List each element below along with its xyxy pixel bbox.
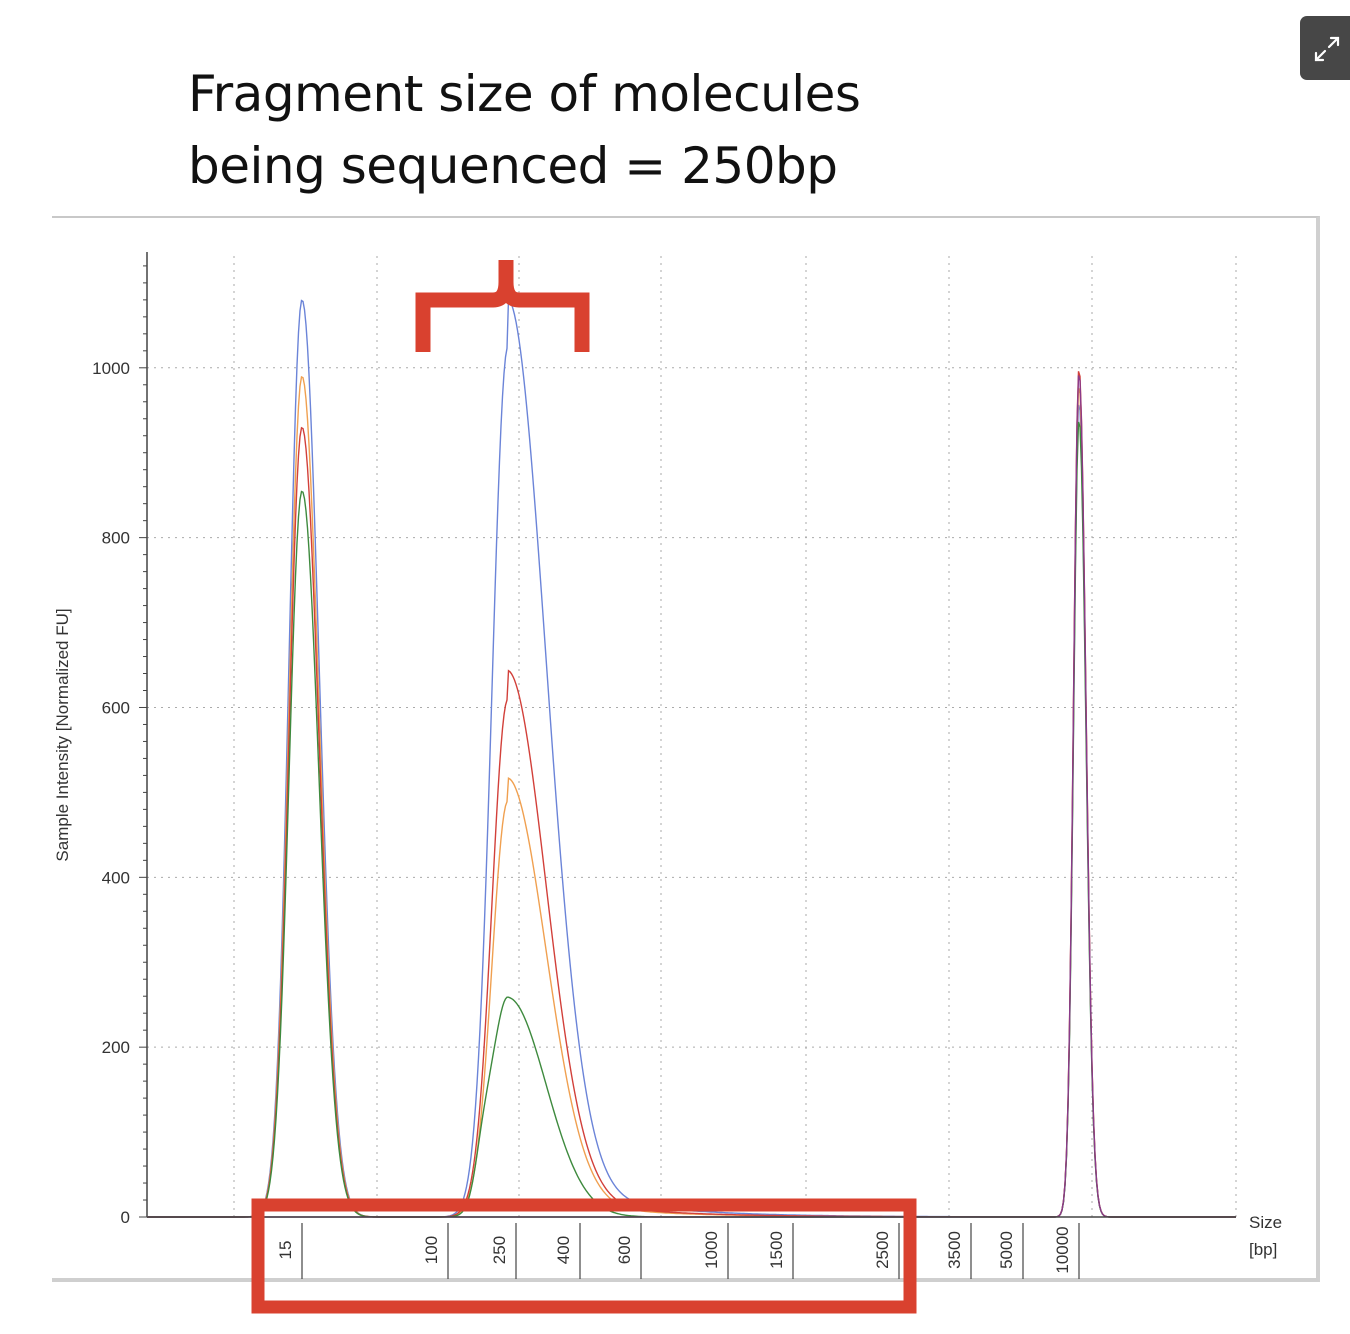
x-tick-label: 3500 — [945, 1231, 964, 1269]
y-tick-label: 600 — [102, 698, 130, 717]
x-tick-label: 1000 — [702, 1231, 721, 1269]
x-tick-label: 250 — [490, 1236, 509, 1264]
x-tick-label: 5000 — [997, 1231, 1016, 1269]
slide-title-line-1: Fragment size of molecules — [188, 65, 861, 123]
chart-frame — [52, 216, 1320, 1282]
series-line-purple — [147, 375, 1236, 1218]
x-axis: 15 100 250 400 600 1000 1500 2500 3500 5000 10000 — [276, 1223, 1080, 1279]
x-axis-label-size: Size — [1249, 1213, 1282, 1232]
y-tick-label: 800 — [102, 529, 130, 548]
slide-title-line-2: being sequenced = 250bp — [188, 137, 838, 195]
y-axis: 0 200 400 600 800 1000 — [92, 252, 148, 1227]
x-tick-label: 15 — [276, 1241, 295, 1260]
y-axis-label: Sample Intensity [Normalized FU] — [53, 608, 72, 861]
y-tick-label: 400 — [102, 868, 130, 887]
slide-title: Fragment size of molecules being sequenc… — [188, 58, 1088, 202]
expand-arrows-icon — [1314, 36, 1340, 62]
x-tick-label: 1500 — [767, 1231, 786, 1269]
y-tick-label: 200 — [102, 1038, 130, 1057]
axis-highlight-box — [251, 1198, 917, 1314]
expand-button[interactable] — [1300, 16, 1350, 80]
fragment-bracket-annotation — [415, 260, 590, 352]
series-layer — [147, 296, 1236, 1218]
x-tick-label: 10000 — [1053, 1226, 1072, 1273]
y-tick-label: 1000 — [92, 359, 130, 378]
x-axis-label-unit: [bp] — [1249, 1240, 1277, 1259]
x-tick-label: 100 — [422, 1236, 441, 1264]
x-tick-label: 600 — [615, 1236, 634, 1264]
y-tick-label: 0 — [121, 1208, 130, 1227]
x-tick-label: 2500 — [873, 1231, 892, 1269]
x-tick-label: 400 — [554, 1236, 573, 1264]
